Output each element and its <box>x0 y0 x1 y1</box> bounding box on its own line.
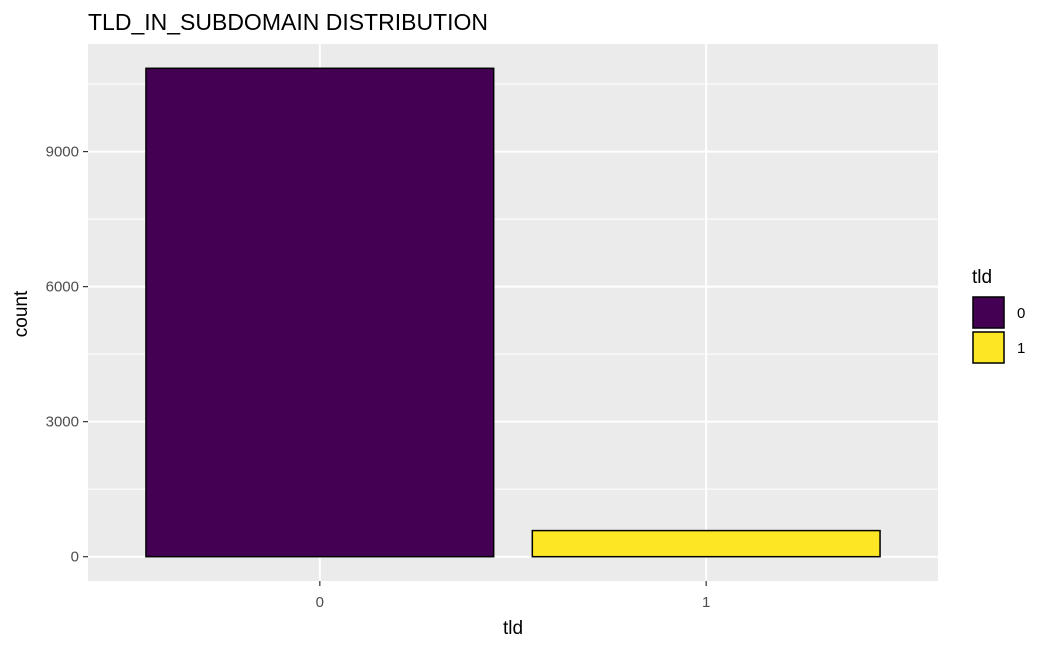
x-axis-title: tld <box>503 618 523 639</box>
x-tick-label: 0 <box>316 594 324 611</box>
y-axis-title: count <box>11 290 32 337</box>
x-tick-label: 1 <box>702 594 710 611</box>
bar-0 <box>145 67 495 558</box>
y-tick-label: 0 <box>71 549 79 566</box>
legend: tld 0 1 <box>972 267 1025 364</box>
y-tick-label: 6000 <box>46 279 79 296</box>
legend-swatch-1 <box>972 331 1005 364</box>
y-tick-label: 3000 <box>46 414 79 431</box>
bar-1 <box>531 529 881 558</box>
y-axis: 0 3000 6000 9000 <box>46 144 88 566</box>
legend-label-1: 1 <box>1017 340 1025 357</box>
legend-label-0: 0 <box>1017 305 1025 322</box>
legend-title: tld <box>972 267 992 288</box>
bars <box>145 67 881 558</box>
y-tick-label: 9000 <box>46 144 79 161</box>
chart-title: TLD_IN_SUBDOMAIN DISTRIBUTION <box>88 9 488 35</box>
legend-swatch-0 <box>972 296 1005 329</box>
